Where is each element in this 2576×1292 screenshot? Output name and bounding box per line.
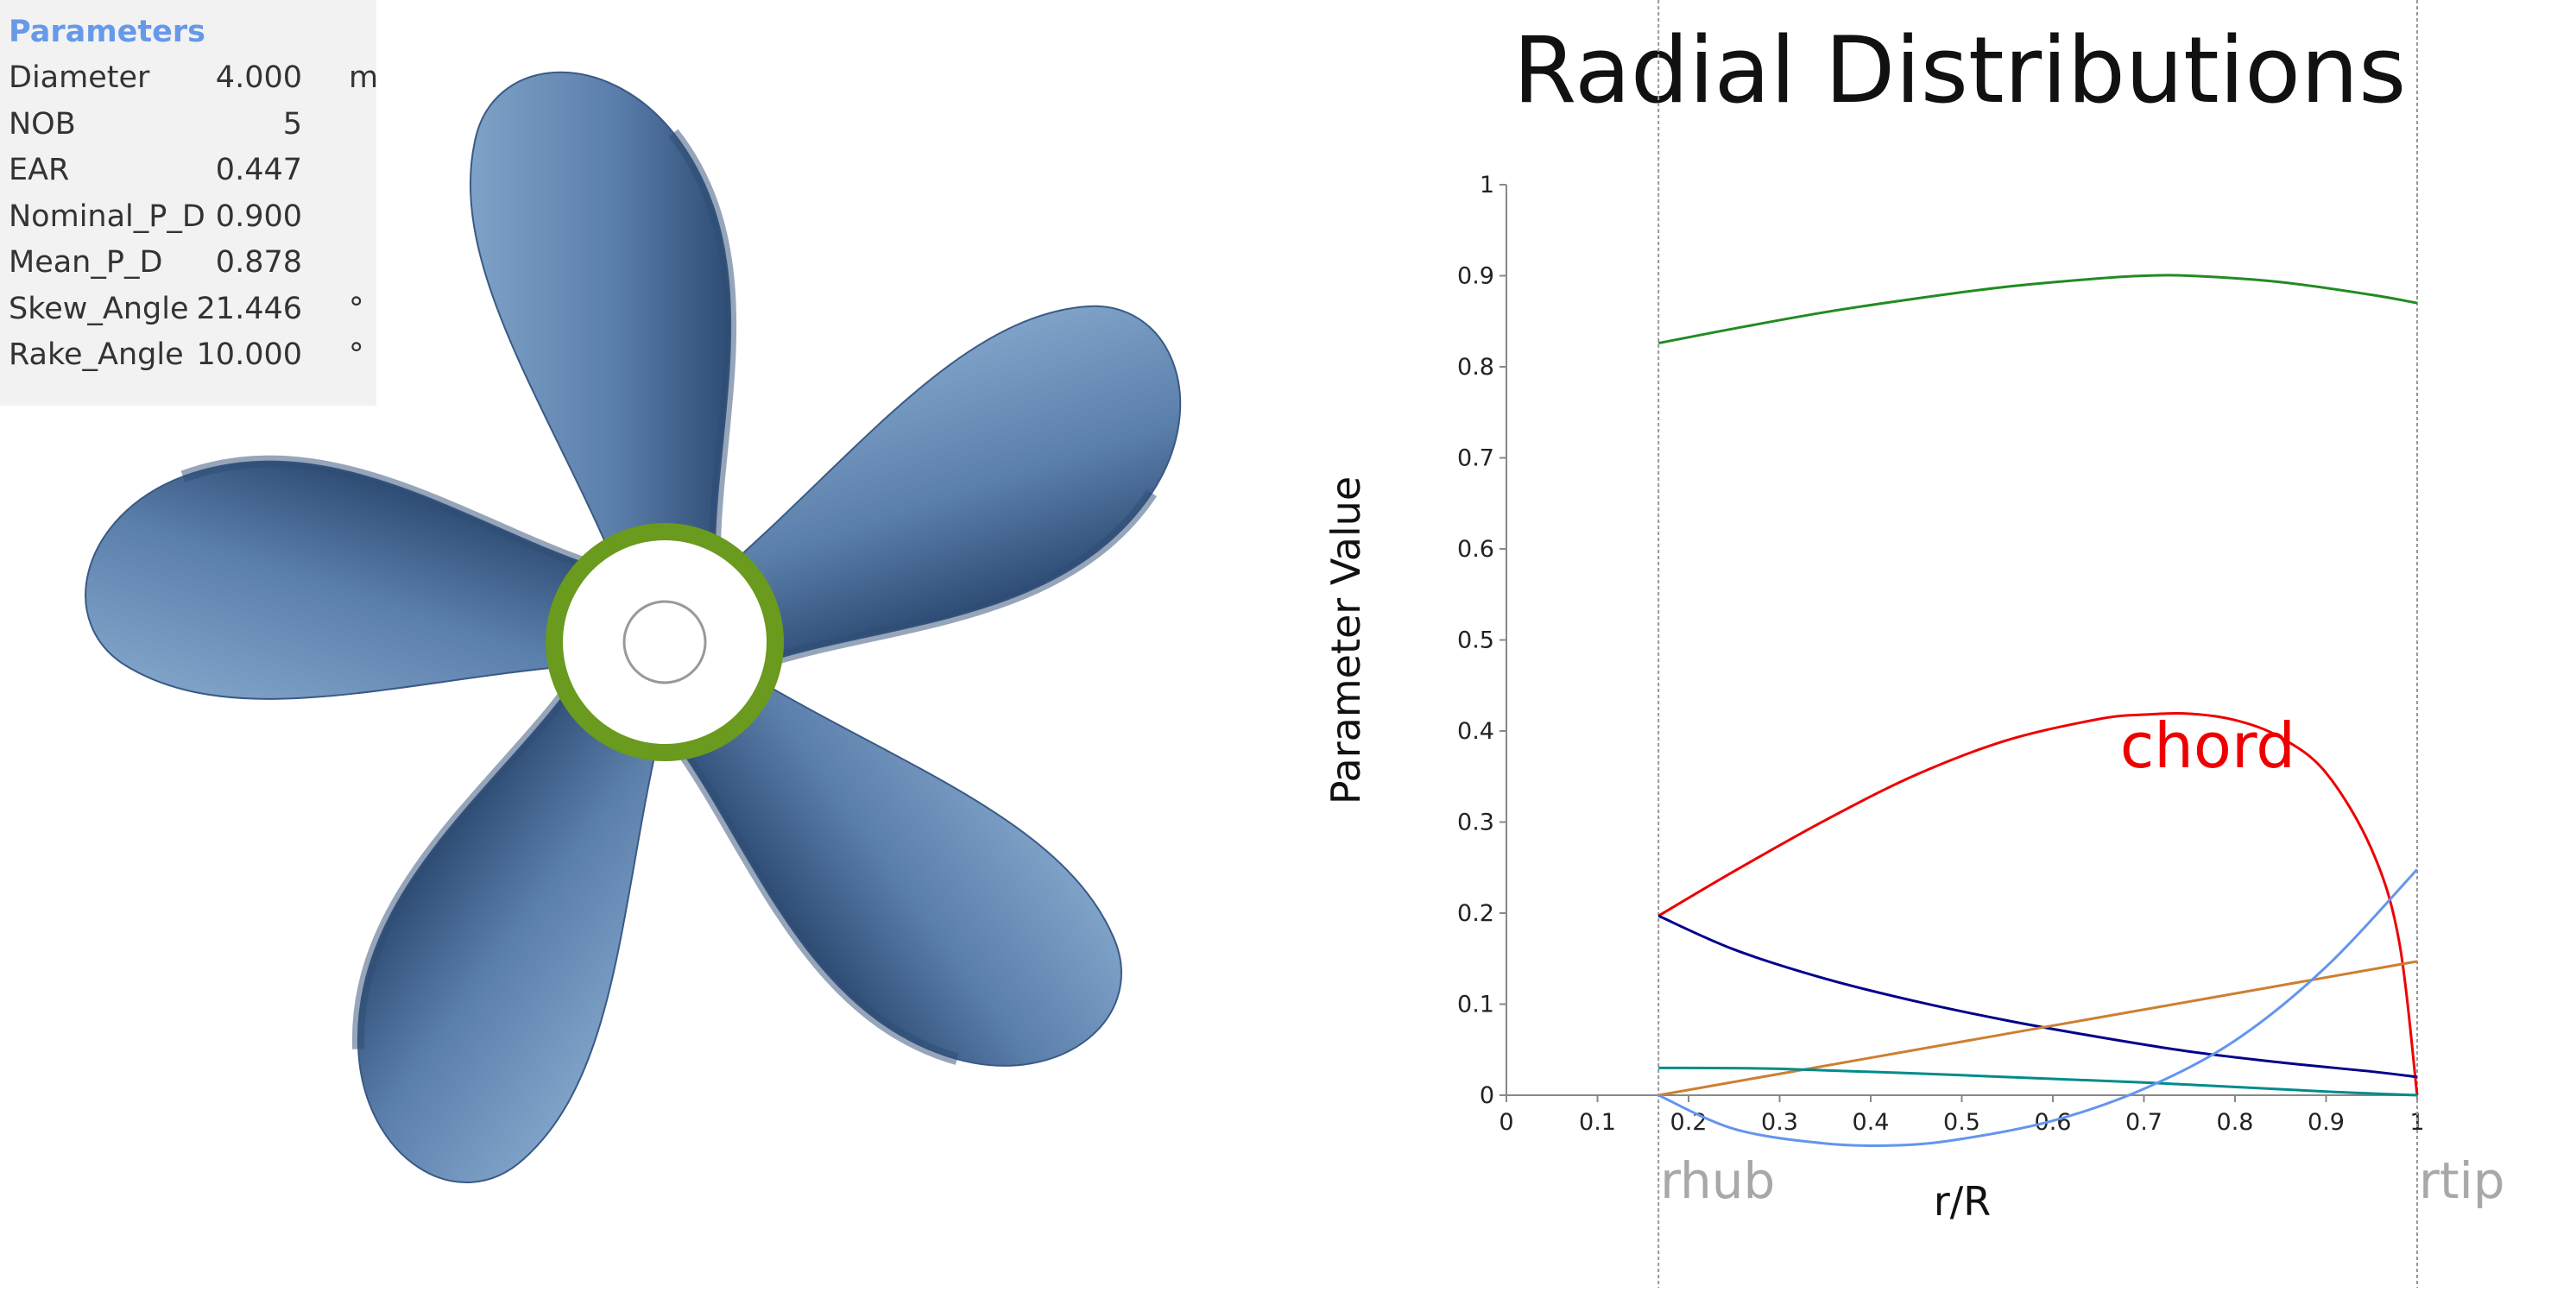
x-tick-label: 0.3 — [1761, 1109, 1798, 1136]
propeller-3d-view[interactable] — [0, 0, 1329, 1288]
y-tick-label: 0.4 — [1457, 718, 1494, 745]
x-tick-label: 0.6 — [2035, 1109, 2072, 1136]
parameter-value: 4.000 — [215, 60, 302, 95]
parameter-unit: m — [349, 60, 379, 95]
x-tick-label: 0.8 — [2217, 1109, 2254, 1136]
y-tick-label: 0.5 — [1457, 627, 1494, 654]
parameter-row: NOB 5 — [9, 102, 368, 148]
chart-title: Radial Distributions — [1513, 17, 2407, 123]
y-tick-label: 0 — [1480, 1082, 1494, 1109]
propeller-render — [85, 71, 1182, 1183]
propeller-blade — [85, 455, 597, 700]
parameter-value: 5 — [282, 106, 302, 142]
x-tick-label: 0.9 — [2308, 1109, 2345, 1136]
x-tick-label: 0.4 — [1853, 1109, 1890, 1136]
series-line — [1657, 712, 2419, 1096]
chart-annotations: chord — [2120, 709, 2295, 782]
reference-line-label: rtip — [2419, 1151, 2505, 1210]
y-tick-label: 0.3 — [1457, 810, 1494, 836]
parameter-name: EAR — [9, 153, 70, 187]
parameter-row: EAR 0.447 — [9, 148, 368, 194]
y-tick-label: 0.6 — [1457, 536, 1494, 563]
parameter-unit: ° — [349, 337, 364, 372]
x-tick-label: 0.1 — [1579, 1109, 1616, 1136]
x-axis-label: r/R — [1934, 1178, 1991, 1225]
y-tick-label: 0.7 — [1457, 445, 1494, 472]
series-line — [1657, 868, 2419, 1148]
parameters-list: Diameter 4.000 m NOB 5 EAR 0.447 Nominal_P_D 0.9… — [9, 55, 378, 379]
parameter-row: Nominal_P_D 0.900 — [9, 194, 368, 241]
series-line — [1657, 960, 2418, 1097]
parameter-name: Diameter — [9, 60, 150, 95]
y-axis-label: Parameter Value — [1329, 476, 1369, 804]
propeller-hub — [546, 523, 784, 761]
series-line — [1657, 274, 2418, 345]
chart-svg: Radial Distributions Parameter Value r/R… — [1329, 0, 2505, 1288]
y-tick-label: 0.1 — [1457, 992, 1494, 1018]
y-tick-label: 0.2 — [1457, 900, 1494, 927]
parameter-row: Rake_Angle 10.000 ° — [9, 332, 368, 379]
y-tick-label: 0.9 — [1457, 263, 1494, 290]
parameter-name: Nominal_P_D — [9, 199, 205, 234]
reference-lines: rhub rtip — [1657, 0, 2505, 1288]
parameters-title: Parameters — [9, 15, 205, 49]
parameter-name: Rake_Angle — [9, 337, 184, 372]
series-line — [1658, 1066, 2418, 1097]
y-tick-label: 1 — [1480, 172, 1494, 199]
chart-axes: 0 0.1 0.2 0.3 0.4 0.5 0.6 0.7 0.8 0.9 1 0 0.1 0.2 0.3 0… — [1457, 172, 2425, 1136]
radial-distributions-chart: Radial Distributions Parameter Value r/R… — [1329, 0, 2576, 1288]
x-tick-label: 0.5 — [1943, 1109, 1980, 1136]
parameter-value: 0.878 — [215, 245, 302, 280]
x-tick-label: 0.2 — [1670, 1109, 1708, 1136]
propeller-blades — [85, 71, 1182, 1183]
series-line — [1657, 914, 2418, 1079]
parameter-name: Skew_Angle — [9, 291, 189, 326]
propeller-blade — [469, 71, 737, 564]
parameter-name: Mean_P_D — [9, 245, 163, 280]
parameter-value: 10.000 — [196, 337, 302, 372]
chart-series — [1657, 274, 2419, 1148]
y-tick-label: 0.8 — [1457, 354, 1494, 381]
shaft-bore — [622, 600, 707, 684]
parameter-row: Diameter 4.000 m — [9, 55, 378, 102]
x-tick-label: 0.7 — [2125, 1109, 2162, 1136]
parameter-name: NOB — [9, 106, 76, 142]
parameter-row: Skew_Angle 21.446 ° — [9, 287, 368, 333]
parameter-value: 0.447 — [215, 153, 302, 187]
parameters-panel: Parameters Diameter 4.000 m NOB 5 EAR 0.447 Nom… — [0, 0, 378, 406]
parameter-unit: ° — [349, 291, 364, 326]
parameter-value: 0.900 — [215, 199, 302, 234]
x-tick-label: 0 — [1499, 1109, 1513, 1136]
parameter-value: 21.446 — [196, 291, 302, 326]
parameter-row: Mean_P_D 0.878 — [9, 240, 368, 287]
x-tick-label: 1 — [2409, 1109, 2424, 1136]
reference-line-label: rhub — [1660, 1151, 1775, 1210]
annotation-label: chord — [2120, 709, 2295, 782]
